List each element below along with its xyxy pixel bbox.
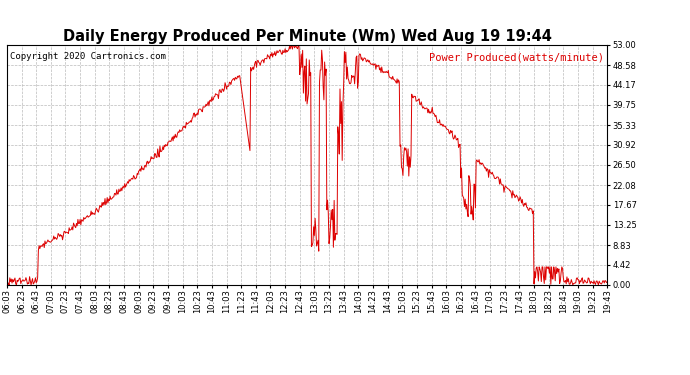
Text: Copyright 2020 Cartronics.com: Copyright 2020 Cartronics.com	[10, 52, 166, 61]
Title: Daily Energy Produced Per Minute (Wm) Wed Aug 19 19:44: Daily Energy Produced Per Minute (Wm) We…	[63, 29, 551, 44]
Text: Power Produced(watts/minute): Power Produced(watts/minute)	[429, 52, 604, 62]
